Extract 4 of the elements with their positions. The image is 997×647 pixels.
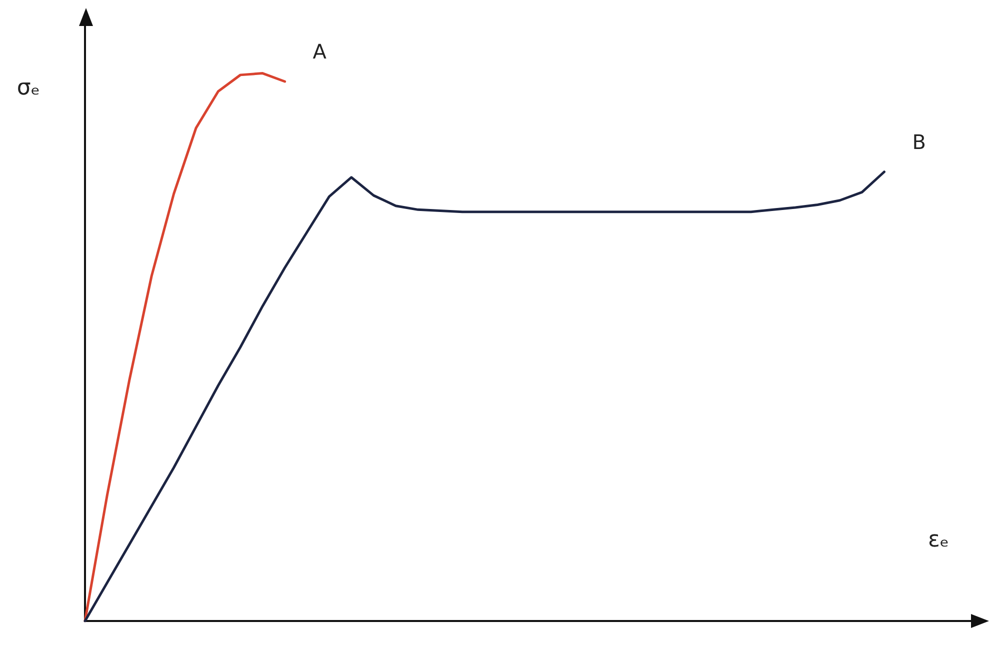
x-axis-title: εₑ (928, 528, 950, 552)
y-axis-title: σₑ (16, 76, 40, 100)
series-label: B (912, 130, 926, 154)
series-label: A (312, 40, 327, 64)
